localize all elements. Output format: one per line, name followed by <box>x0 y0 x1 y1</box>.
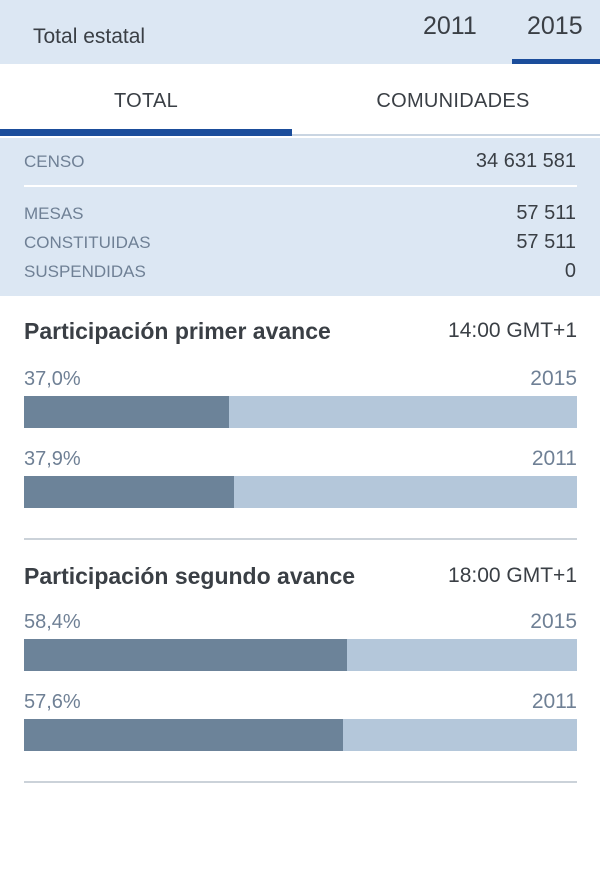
bar-percent-label: 37,0% <box>24 368 81 390</box>
participation-bar-fill <box>24 639 347 671</box>
stat-label: SUSPENDIDAS <box>24 262 146 281</box>
stat-censo: CENSO 34 631 581 <box>24 150 576 176</box>
bar-percent-label: 37,9% <box>24 448 81 470</box>
section-title: Participación segundo avance <box>24 563 356 589</box>
section-title: Participación primer avance <box>24 318 331 344</box>
section-segundo-avance: Participación segundo avance 18:00 GMT+1… <box>24 563 577 763</box>
stat-value: 0 <box>564 260 576 282</box>
participation-bar <box>24 396 577 428</box>
participation-bar <box>24 639 577 671</box>
top-bar: Total estatal 2011 2015 <box>0 0 600 66</box>
tab-divider <box>292 134 600 136</box>
divider <box>24 185 577 187</box>
stats-panel: CENSO 34 631 581 MESAS 57 511 CONSTITUID… <box>0 138 600 296</box>
section-primer-avance: Participación primer avance 14:00 GMT+1 … <box>24 318 577 518</box>
stat-constituidas: CONSTITUIDAS 57 511 <box>24 231 576 257</box>
bar-percent-label: 58,4% <box>24 611 81 633</box>
participation-bar-fill <box>24 719 343 751</box>
bar-year-label: 2015 <box>530 367 577 390</box>
participation-bar <box>24 719 577 751</box>
region-title: Total estatal <box>33 25 146 48</box>
stat-suspendidas: SUSPENDIDAS 0 <box>24 260 576 286</box>
tab-year-2015-label: 2015 <box>527 12 583 40</box>
stat-label: CENSO <box>24 152 85 171</box>
section-divider <box>24 781 577 783</box>
stat-label: CONSTITUIDAS <box>24 233 151 252</box>
selected-indicator <box>512 59 600 66</box>
view-tabs: TOTAL COMUNIDADES <box>0 64 600 138</box>
participation-bar <box>24 476 577 508</box>
stat-value: 34 631 581 <box>475 150 576 172</box>
tab-total[interactable]: TOTAL <box>113 90 179 112</box>
stat-label: MESAS <box>24 204 84 223</box>
section-time: 18:00 GMT+1 <box>448 564 577 587</box>
stat-value: 57 511 <box>516 231 576 253</box>
bar-percent-label: 57,6% <box>24 691 81 713</box>
tab-comunidades[interactable]: COMUNIDADES <box>376 90 530 112</box>
participation-bar-fill <box>24 476 234 508</box>
bar-year-label: 2011 <box>531 447 577 470</box>
section-time: 14:00 GMT+1 <box>448 319 577 342</box>
bar-year-label: 2011 <box>531 690 577 713</box>
tab-year-2015[interactable]: 2015 <box>512 12 600 66</box>
stat-mesas: MESAS 57 511 <box>24 202 576 228</box>
participation-bar-fill <box>24 396 229 428</box>
selected-tab-indicator <box>0 129 292 136</box>
bar-year-label: 2015 <box>530 610 577 633</box>
stat-value: 57 511 <box>516 202 576 224</box>
section-divider <box>24 538 577 540</box>
tab-year-2011[interactable]: 2011 <box>423 12 477 40</box>
